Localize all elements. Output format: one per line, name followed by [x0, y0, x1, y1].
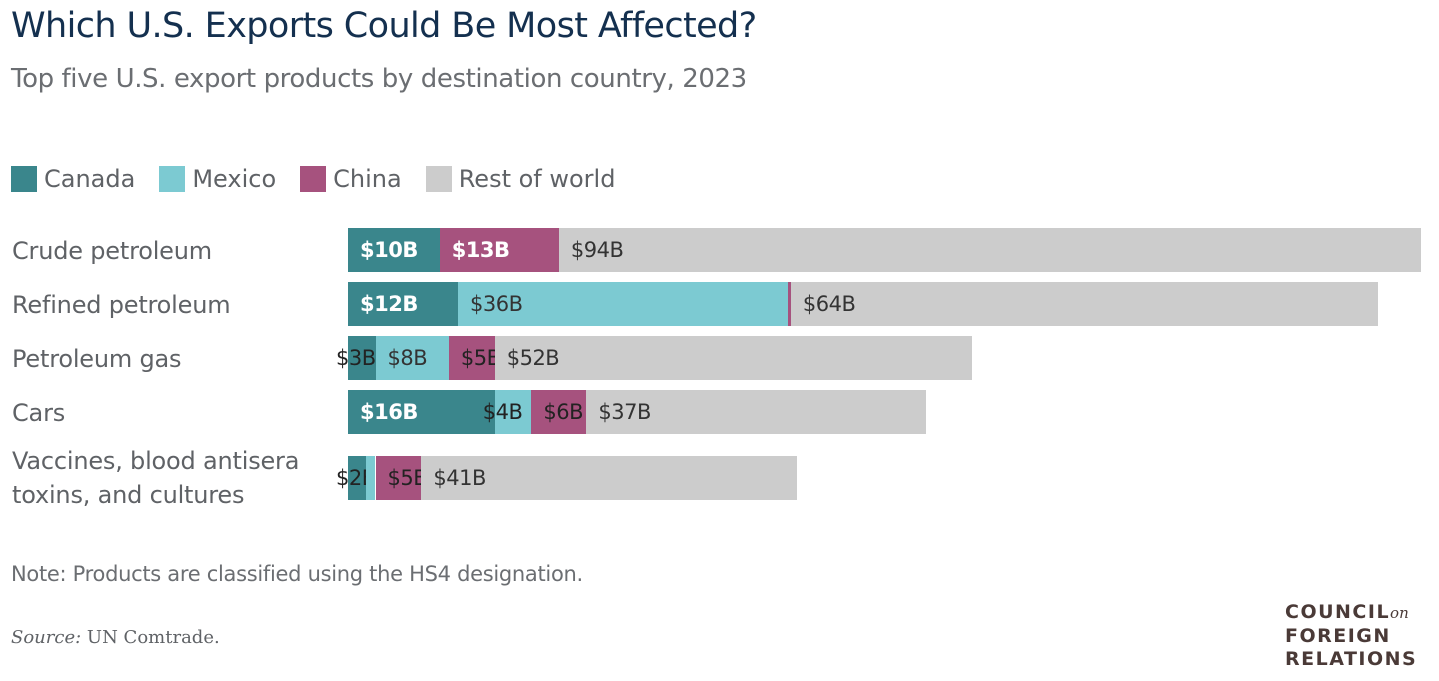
- legend-swatch-rest-of-world: [425, 166, 452, 192]
- chart-source: Source: UN Comtrade.: [11, 627, 220, 648]
- category-label-refined-petroleum: Refined petroleum: [12, 291, 231, 319]
- legend: Canada Mexico China Rest of world: [11, 165, 639, 193]
- data-label-rest-of-world-petroleum-gas: $52B: [506, 346, 560, 370]
- logo-line-relations: RELATIONS: [1285, 648, 1418, 670]
- bar-mexico-petroleum-gas: [375, 336, 449, 380]
- data-label-canada-cars: $16B: [360, 400, 418, 424]
- bar-china-cars: [531, 390, 587, 434]
- bar-rest-of-world-vaccines-blood-antis: [421, 456, 798, 500]
- category-label-cars: Cars: [12, 399, 66, 427]
- logo-line-council: COUNCIL: [1285, 601, 1391, 623]
- chart-note: Note: Products are classified using the …: [11, 562, 583, 586]
- bar-canada-cars: [348, 390, 495, 434]
- legend-label-china: China: [333, 165, 402, 193]
- legend-swatch-canada: [11, 166, 37, 192]
- data-label-mexico-refined-petroleum: $36B: [470, 292, 523, 316]
- data-label-rest-of-world-vaccines-blood-antis: $41B: [433, 466, 486, 490]
- bar-rest-of-world-crude-petroleum: [558, 228, 1421, 272]
- bar-canada-petroleum-gas: [348, 336, 376, 380]
- data-label-canada-crude-petroleum: $10B: [360, 238, 418, 262]
- data-label-canada-refined-petroleum: $12B: [360, 292, 418, 316]
- source-label: Source:: [11, 627, 82, 648]
- legend-item-canada: Canada: [11, 165, 135, 193]
- legend-item-china: China: [300, 165, 402, 193]
- bar-mexico-cars: [494, 390, 532, 434]
- data-label-rest-of-world-crude-petroleum: $94B: [570, 238, 624, 262]
- bar-rest-of-world-petroleum-gas: [494, 336, 972, 380]
- chart-subtitle: Top five U.S. export products by destina…: [11, 64, 747, 94]
- data-label-china-vaccines-blood-antis: $5B: [387, 466, 428, 490]
- logo-line-on: on: [1390, 604, 1409, 622]
- bar-mexico-refined-petroleum: [458, 282, 789, 326]
- source-text: UN Comtrade.: [86, 627, 220, 648]
- bar-canada-refined-petroleum: [348, 282, 459, 326]
- bar-china-vaccines-blood-antis: [375, 456, 422, 500]
- bar-rest-of-world-refined-petroleum: [790, 282, 1378, 326]
- legend-label-rest-of-world: Rest of world: [458, 165, 616, 193]
- legend-item-mexico: Mexico: [159, 165, 276, 193]
- category-label-petroleum-gas: Petroleum gas: [12, 345, 182, 373]
- bar-china-crude-petroleum: [439, 228, 559, 272]
- legend-label-canada: Canada: [44, 165, 136, 193]
- category-label-vaccines-blood-antisera-toxins: Vaccines, blood antisera toxins, and cul…: [12, 447, 300, 509]
- category-label-crude-petroleum: Crude petroleum: [12, 237, 212, 265]
- data-label-mexico-cars: $4B: [482, 400, 523, 424]
- bar-mexico-vaccines-blood-antis: [366, 456, 376, 500]
- legend-swatch-china: [300, 166, 327, 192]
- logo-line-foreign: FOREIGN: [1285, 625, 1391, 647]
- data-label-china-petroleum-gas: $5B: [460, 346, 501, 370]
- data-label-china-cars: $6B: [543, 400, 584, 424]
- data-label-canada-petroleum-gas: $3B: [336, 346, 376, 370]
- bar-canada-crude-petroleum: [348, 228, 440, 272]
- bar-rest-of-world-cars: [586, 390, 926, 434]
- legend-swatch-mexico: [159, 166, 186, 192]
- data-label-rest-of-world-cars: $37B: [598, 400, 651, 424]
- data-label-rest-of-world-refined-petroleum: $64B: [802, 292, 856, 316]
- data-label-mexico-petroleum-gas: $8B: [387, 346, 428, 370]
- bar-china-refined-petroleum: [788, 282, 791, 326]
- bar-canada-vaccines-blood-antis: [348, 456, 367, 500]
- data-label-china-crude-petroleum: $13B: [451, 238, 510, 262]
- cfr-logo: COUNCILon FOREIGN RELATIONS: [1285, 601, 1417, 671]
- legend-item-rest-of-world: Rest of world: [425, 165, 616, 193]
- legend-label-mexico: Mexico: [192, 165, 277, 193]
- bar-china-petroleum-gas: [448, 336, 495, 380]
- chart-title: Which U.S. Exports Could Be Most Affecte…: [11, 6, 757, 46]
